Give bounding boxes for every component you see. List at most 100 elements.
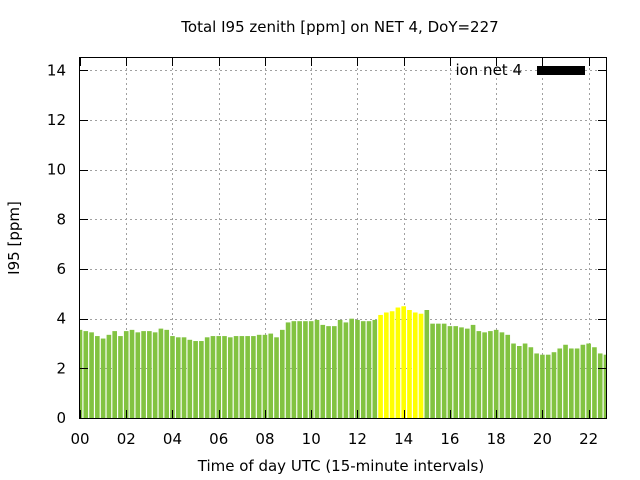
x-tick-label: 02 xyxy=(117,430,136,448)
bar xyxy=(540,354,545,418)
y-tick-label: 10 xyxy=(47,161,66,179)
bar xyxy=(574,348,580,418)
bar xyxy=(522,343,528,418)
bar xyxy=(516,346,522,418)
x-axis: 00 02 04 06 08 10 12 14 16 18 20 22 xyxy=(70,58,598,448)
bar xyxy=(493,329,499,418)
bar xyxy=(372,319,378,418)
bar xyxy=(106,334,112,418)
bar xyxy=(488,331,493,418)
y-tick-label: 4 xyxy=(56,310,66,328)
bar xyxy=(216,336,222,418)
bars xyxy=(80,306,606,418)
bar xyxy=(332,326,337,418)
plot-frame xyxy=(79,57,607,419)
x-tick-label: 04 xyxy=(163,430,182,448)
bar xyxy=(412,312,418,418)
bar xyxy=(80,329,83,418)
bar xyxy=(424,310,430,418)
bar xyxy=(528,347,534,418)
bar xyxy=(395,307,401,418)
bar xyxy=(251,336,256,418)
legend-label: ion net 4 xyxy=(455,61,522,79)
bar xyxy=(597,353,603,418)
x-tick-label: 14 xyxy=(394,430,413,448)
bar xyxy=(274,337,279,418)
bar xyxy=(112,331,117,418)
bar xyxy=(569,348,574,418)
bar xyxy=(227,337,233,418)
bar xyxy=(545,354,551,418)
bar xyxy=(83,331,89,418)
x-tick-label: 16 xyxy=(440,430,459,448)
bar xyxy=(343,322,349,418)
x-tick-label: 18 xyxy=(487,430,506,448)
bar xyxy=(158,328,164,418)
bar xyxy=(360,321,366,418)
bar xyxy=(482,332,487,418)
bar xyxy=(262,334,268,418)
bar xyxy=(366,321,372,418)
bar xyxy=(580,344,586,418)
x-tick-label: 12 xyxy=(348,430,367,448)
x-tick-label: 10 xyxy=(302,430,321,448)
bar xyxy=(349,318,354,418)
bar xyxy=(534,353,539,418)
bar xyxy=(459,327,464,418)
bar xyxy=(407,310,412,418)
y-tick-label: 8 xyxy=(56,210,66,228)
bar xyxy=(563,344,568,418)
bar xyxy=(453,326,459,418)
bar xyxy=(135,332,141,418)
bar xyxy=(118,336,123,418)
bar xyxy=(430,323,435,418)
legend-swatch xyxy=(537,66,585,75)
bar xyxy=(505,334,511,418)
bar xyxy=(187,339,193,418)
y-tick-label: 2 xyxy=(56,359,66,377)
chart-title: Total I95 zenith [ppm] on NET 4, DoY=227 xyxy=(180,18,498,36)
bar xyxy=(210,336,216,418)
bar xyxy=(436,323,441,418)
bar xyxy=(355,319,360,418)
bar xyxy=(308,321,314,418)
bar xyxy=(164,329,170,418)
x-axis-label: Time of day UTC (15-minute intervals) xyxy=(197,457,484,475)
bar xyxy=(418,313,424,418)
bar xyxy=(279,329,285,418)
y-tick-label: 12 xyxy=(47,111,66,129)
bar xyxy=(401,306,407,418)
bar xyxy=(476,331,482,418)
bar xyxy=(193,341,198,418)
bar xyxy=(314,319,320,418)
bar xyxy=(297,321,302,418)
bar xyxy=(447,326,453,418)
bar xyxy=(175,337,181,418)
bar xyxy=(204,337,210,418)
y-tick-label: 6 xyxy=(56,260,66,278)
bar xyxy=(557,348,563,418)
x-tick-label: 06 xyxy=(209,430,228,448)
bar xyxy=(337,319,343,418)
bar xyxy=(389,311,395,418)
bar xyxy=(152,332,158,418)
bar xyxy=(464,328,470,418)
bar xyxy=(129,329,135,418)
y-axis: 0 2 4 6 8 10 12 14 xyxy=(47,61,606,427)
legend: ion net 4 xyxy=(455,61,585,79)
bar xyxy=(441,323,447,418)
bar xyxy=(511,343,516,418)
bar xyxy=(378,314,383,418)
bar xyxy=(285,322,291,418)
bar xyxy=(95,336,100,418)
bar xyxy=(233,336,239,418)
bar xyxy=(123,331,129,418)
x-tick-label: 08 xyxy=(255,430,274,448)
bar xyxy=(320,324,326,418)
x-tick-label: 22 xyxy=(579,430,598,448)
bar xyxy=(603,354,606,418)
bar xyxy=(141,331,146,418)
bar xyxy=(239,336,245,418)
bar xyxy=(470,324,476,418)
